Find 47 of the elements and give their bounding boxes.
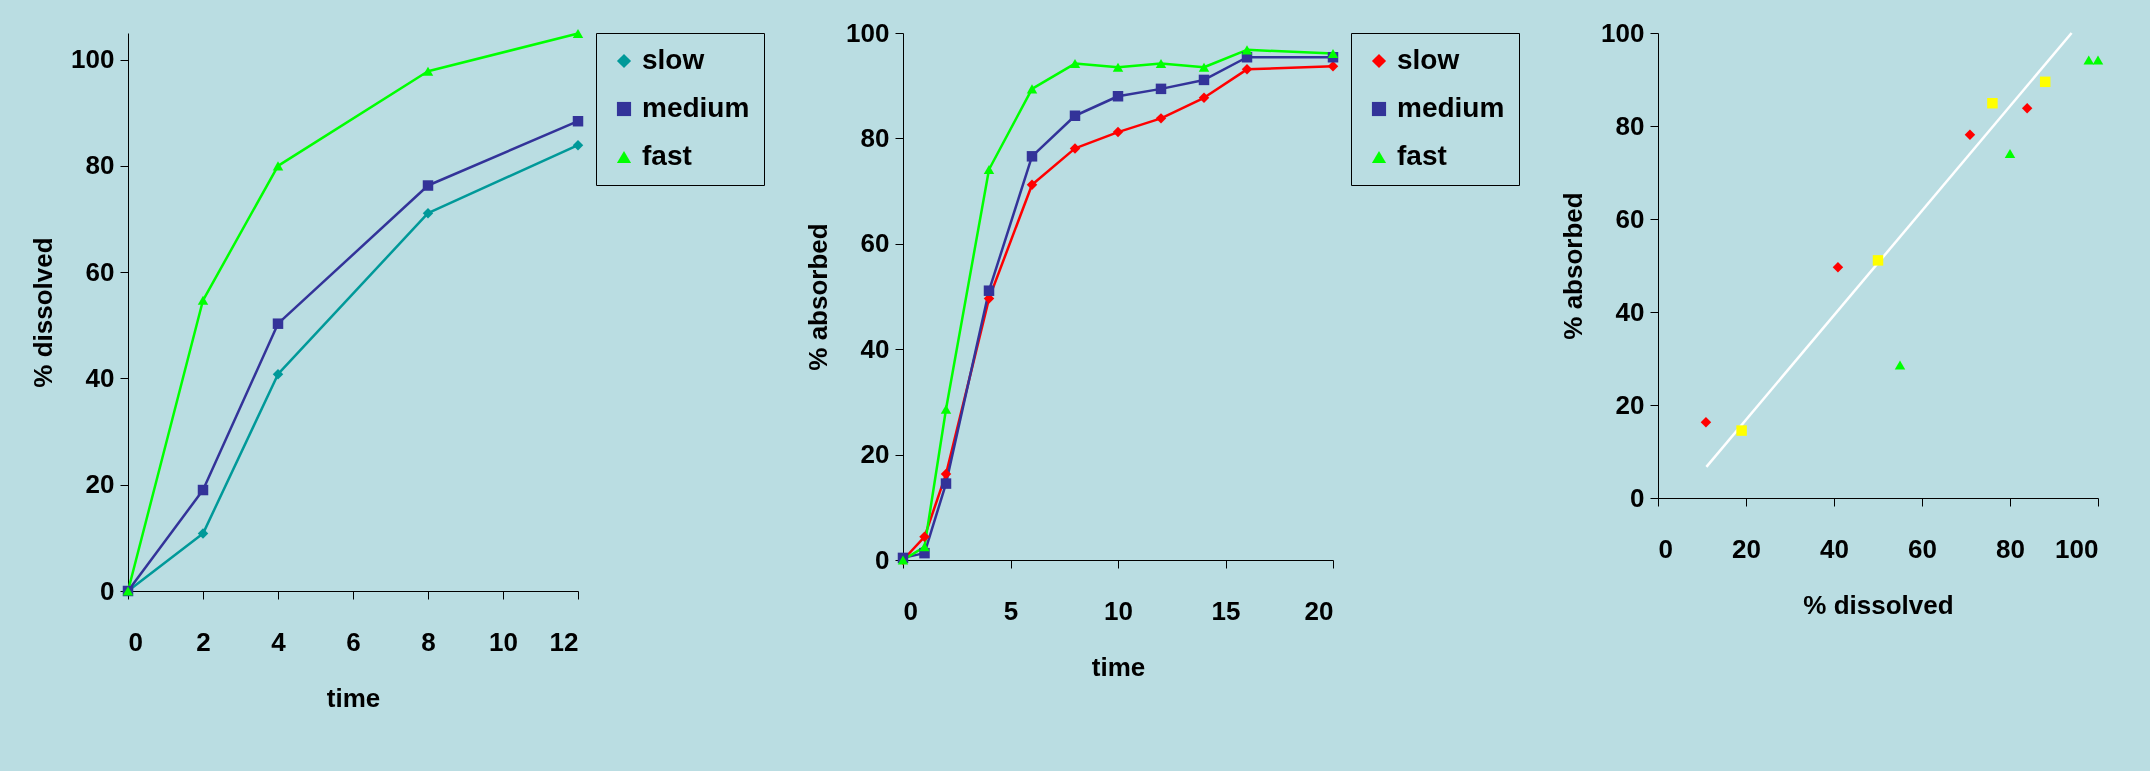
y-tick-label: 0: [100, 575, 115, 606]
y-tick-label: 40: [85, 362, 115, 393]
legend-label: fast: [1397, 140, 1447, 171]
y-tick-label: 80: [85, 150, 115, 181]
x-tick-label: 20: [1732, 533, 1761, 564]
x-axis-title: time: [1091, 651, 1146, 682]
x-tick-label: 80: [1996, 533, 2025, 564]
y-tick-label: 20: [860, 439, 890, 470]
y-tick-label: 60: [860, 228, 890, 259]
y-tick-label: 100: [846, 17, 890, 48]
y-tick-label: 20: [1615, 389, 1645, 420]
legend-label: fast: [642, 140, 692, 171]
x-tick-label: 40: [1820, 533, 1849, 564]
x-tick-label: 2: [196, 626, 211, 657]
x-axis-title: % dissolved: [1803, 589, 1954, 620]
y-tick-label: 60: [1615, 203, 1645, 234]
legend-label: slow: [1397, 44, 1460, 75]
x-tick-label: 0: [128, 626, 143, 657]
y-axis-title: % absorbed: [1558, 192, 1589, 340]
y-tick-label: 80: [860, 122, 890, 153]
y-axis-title: % absorbed: [803, 223, 834, 371]
y-tick-label: 60: [85, 256, 115, 287]
x-tick-label: 10: [1104, 595, 1133, 626]
x-tick-label: 15: [1211, 595, 1241, 626]
y-axis-title: % dissolved: [28, 237, 59, 388]
x-tick-label: 6: [346, 626, 361, 657]
y-tick-label: 40: [1615, 296, 1645, 327]
x-tick-label: 100: [2055, 533, 2099, 564]
x-tick-label: 20: [1304, 595, 1334, 626]
x-tick-label: 60: [1908, 533, 1937, 564]
x-tick-label: 0: [1658, 533, 1673, 564]
x-axis-title: time: [326, 682, 381, 713]
x-tick-label: 12: [549, 626, 579, 657]
legend-label: medium: [642, 92, 750, 123]
x-tick-label: 4: [271, 626, 287, 657]
y-tick-label: 100: [71, 44, 115, 75]
y-tick-label: 40: [860, 333, 890, 364]
legend-label: slow: [642, 44, 705, 75]
x-tick-label: 8: [421, 626, 436, 657]
x-tick-label: 5: [1003, 595, 1019, 626]
x-tick-label: 10: [489, 626, 518, 657]
y-tick-label: 80: [1615, 110, 1645, 141]
y-tick-label: 0: [1630, 482, 1645, 513]
y-tick-label: 100: [1601, 17, 1645, 48]
x-tick-label: 0: [903, 595, 918, 626]
legend-label: medium: [1397, 92, 1505, 123]
y-tick-label: 20: [85, 469, 115, 500]
